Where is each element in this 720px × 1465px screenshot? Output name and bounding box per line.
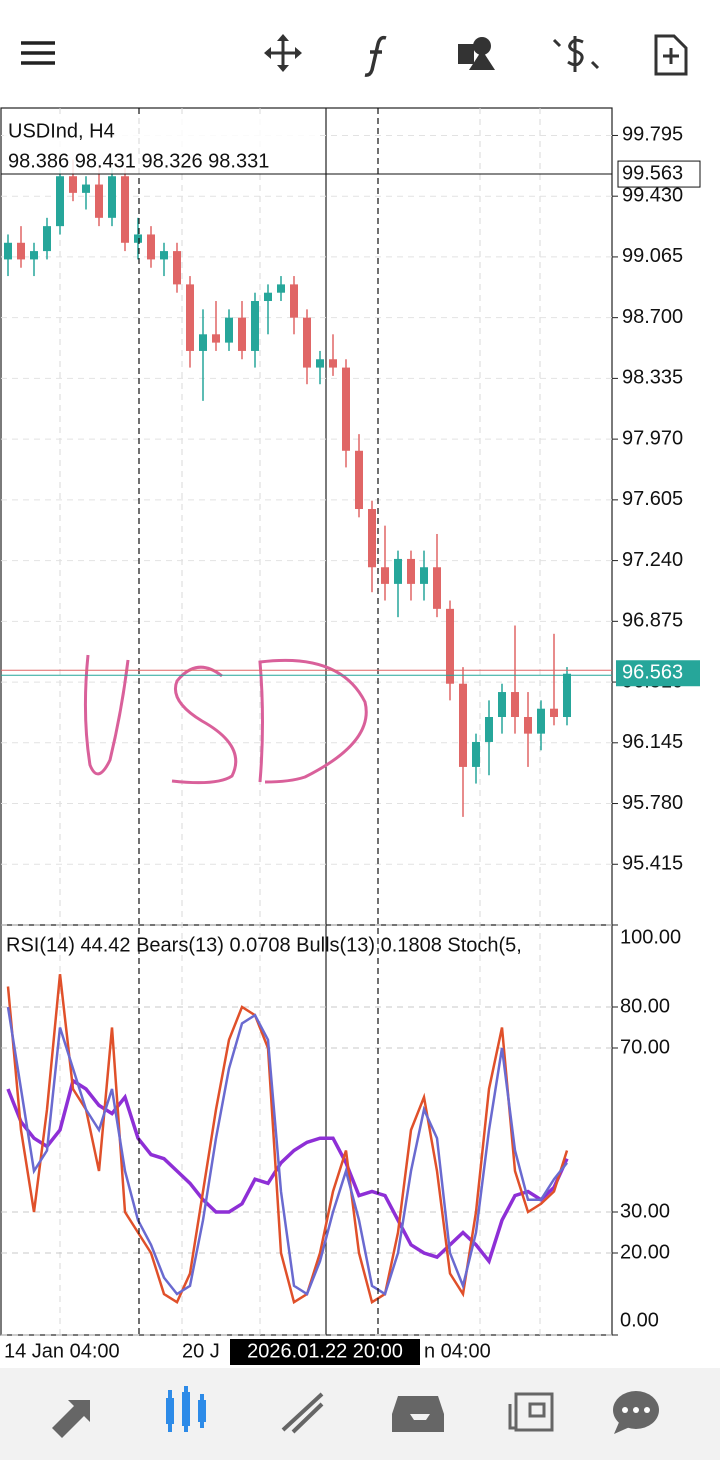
candle-body [433, 567, 441, 609]
candle-body [394, 558, 402, 584]
candle-body [121, 176, 129, 243]
nav-bar [0, 1368, 720, 1460]
candle-body [290, 284, 298, 318]
handwriting [83, 654, 368, 785]
candle-body [4, 242, 12, 260]
indicator-line [6, 1006, 568, 1296]
y-tick-label: 99.065 [622, 245, 683, 267]
y-tick-label: 30.00 [620, 1200, 670, 1222]
y-tick-label: 99.795 [622, 124, 683, 146]
candle-body [264, 292, 272, 302]
candle-body [446, 608, 454, 684]
price-tag [616, 660, 700, 687]
crosshair-price: 99.563 [622, 162, 683, 184]
new-order-button[interactable] [654, 34, 688, 76]
candle-body [212, 334, 220, 343]
candle-body [225, 317, 233, 343]
candle-body [550, 708, 558, 718]
chart-tab[interactable] [166, 1386, 206, 1432]
history-tab[interactable] [392, 1396, 444, 1432]
y-tick-label: 20.00 [620, 1241, 670, 1263]
candle-body [407, 558, 415, 584]
candle-body [498, 692, 506, 718]
candle-body [303, 317, 311, 368]
x-tick-label: 14 Jan 04:00 [4, 1340, 120, 1362]
candle-body [186, 284, 194, 351]
candle-body [82, 184, 90, 193]
chat-tab[interactable] [613, 1391, 659, 1434]
plot [4, 159, 571, 1305]
crosshair-button[interactable] [264, 34, 302, 72]
candle-body [355, 450, 363, 510]
indicator-header: RSI(14) 44.42 Bears(13) 0.0708 Bulls(13)… [6, 934, 522, 956]
quotes-tab[interactable] [52, 1400, 90, 1438]
y-tick-label: 80.00 [620, 995, 670, 1017]
last-price: 96.563 [622, 662, 683, 684]
y-tick-label: 98.335 [622, 367, 683, 389]
grid: 99.795 99.430 99.065 98.700 98.335 97.970 97.6… [1, 108, 683, 1336]
news-tab[interactable] [508, 1392, 554, 1432]
candle-body [316, 359, 324, 368]
trade-button[interactable] [552, 36, 600, 72]
y-tick-label: 100.00 [620, 926, 681, 948]
y-tick-label: 95.415 [622, 853, 683, 875]
x-tick-label: n 04:00 [424, 1340, 491, 1362]
candle-body [173, 251, 181, 285]
candle-body [459, 683, 467, 767]
candle-body [511, 692, 519, 718]
candle-body [342, 367, 350, 451]
menu-button[interactable] [21, 41, 55, 65]
candle-body [69, 176, 77, 193]
crosshair-time: 2026.01.22 20:00 [247, 1340, 403, 1362]
indicator-line [6, 974, 569, 1305]
crosshair [138, 108, 379, 1335]
y-tick-label: 97.970 [622, 427, 683, 449]
y-tick-label: 96.875 [622, 610, 683, 632]
candle-body [472, 741, 480, 767]
indicators-button[interactable] [364, 35, 387, 77]
y-tick-label: 96.145 [622, 731, 683, 753]
indicator-title: RSI(14) 44.42 Bears(13) 0.0708 Bulls(13)… [6, 934, 522, 956]
y-tick-label: 95.780 [622, 792, 683, 814]
candle-body [524, 717, 532, 734]
candle-body [563, 673, 571, 718]
y-tick-label: 70.00 [620, 1036, 670, 1058]
candle-body [108, 176, 116, 218]
candle-body [485, 717, 493, 742]
price-tag [617, 160, 701, 188]
candle-body [43, 226, 51, 252]
header-bg [4, 118, 320, 174]
candle-body [56, 176, 64, 227]
candle-body [251, 301, 259, 351]
candle-body [368, 509, 376, 568]
candle-body [199, 334, 207, 351]
candle-body [537, 708, 545, 734]
y-tick-label: 98.700 [622, 306, 683, 328]
objects-button[interactable] [458, 37, 495, 70]
y-tick-label: 0.00 [620, 1309, 659, 1331]
symbol: USDInd, H4 [8, 120, 115, 142]
time-tag [230, 1339, 420, 1365]
ohlc: 98.386 98.431 98.326 98.331 [8, 150, 269, 172]
candle-body [329, 359, 337, 368]
y-tick-label: 99.430 [622, 184, 683, 206]
trade-tab[interactable] [281, 1392, 324, 1434]
candle-body [147, 234, 155, 260]
candle-body [95, 184, 103, 218]
candle-body [134, 234, 142, 243]
candle-body [238, 317, 246, 351]
y-tick-label: 97.605 [622, 488, 683, 510]
candle-body [420, 567, 428, 584]
candle-body [17, 242, 25, 260]
candle-body [381, 567, 389, 584]
x-tick-label: 20 J [182, 1340, 220, 1362]
candle-body [277, 284, 285, 293]
candle-body [160, 251, 168, 260]
y-tick-label: 97.240 [622, 549, 683, 571]
candle-body [30, 251, 38, 260]
